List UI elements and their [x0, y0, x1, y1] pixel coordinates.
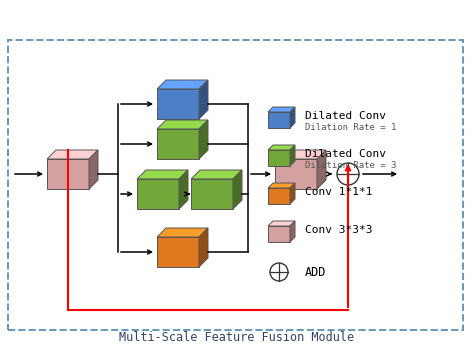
Polygon shape: [199, 80, 208, 119]
FancyBboxPatch shape: [268, 226, 290, 242]
Text: Dilated Conv: Dilated Conv: [305, 111, 386, 121]
Text: Conv 3*3*3: Conv 3*3*3: [305, 225, 373, 235]
Polygon shape: [233, 170, 242, 209]
Polygon shape: [89, 150, 98, 189]
FancyBboxPatch shape: [157, 89, 199, 119]
FancyBboxPatch shape: [268, 188, 290, 204]
Polygon shape: [157, 228, 208, 237]
FancyBboxPatch shape: [8, 40, 463, 330]
Polygon shape: [290, 145, 295, 166]
Polygon shape: [290, 183, 295, 204]
FancyBboxPatch shape: [268, 150, 290, 166]
Polygon shape: [157, 120, 208, 129]
Text: Conv 1*1*1: Conv 1*1*1: [305, 187, 373, 197]
Polygon shape: [137, 170, 188, 179]
Polygon shape: [179, 170, 188, 209]
Polygon shape: [268, 221, 295, 226]
Polygon shape: [268, 107, 295, 112]
FancyBboxPatch shape: [275, 159, 317, 189]
FancyBboxPatch shape: [137, 179, 179, 209]
Polygon shape: [191, 170, 242, 179]
Polygon shape: [157, 80, 208, 89]
Polygon shape: [290, 221, 295, 242]
Polygon shape: [199, 120, 208, 159]
Polygon shape: [268, 145, 295, 150]
Polygon shape: [290, 107, 295, 128]
Polygon shape: [317, 150, 326, 189]
Text: Dilated Conv: Dilated Conv: [305, 149, 386, 159]
FancyBboxPatch shape: [157, 237, 199, 267]
FancyBboxPatch shape: [47, 159, 89, 189]
Text: Dilation Rate = 1: Dilation Rate = 1: [305, 122, 396, 132]
Polygon shape: [275, 150, 326, 159]
Text: Multi-Scale Feature Fusion Module: Multi-Scale Feature Fusion Module: [119, 331, 355, 344]
FancyBboxPatch shape: [191, 179, 233, 209]
FancyBboxPatch shape: [268, 112, 290, 128]
Text: Dilation Rate = 3: Dilation Rate = 3: [305, 161, 396, 170]
FancyBboxPatch shape: [157, 129, 199, 159]
Polygon shape: [268, 183, 295, 188]
Polygon shape: [47, 150, 98, 159]
Text: ADD: ADD: [305, 265, 327, 278]
Polygon shape: [199, 228, 208, 267]
